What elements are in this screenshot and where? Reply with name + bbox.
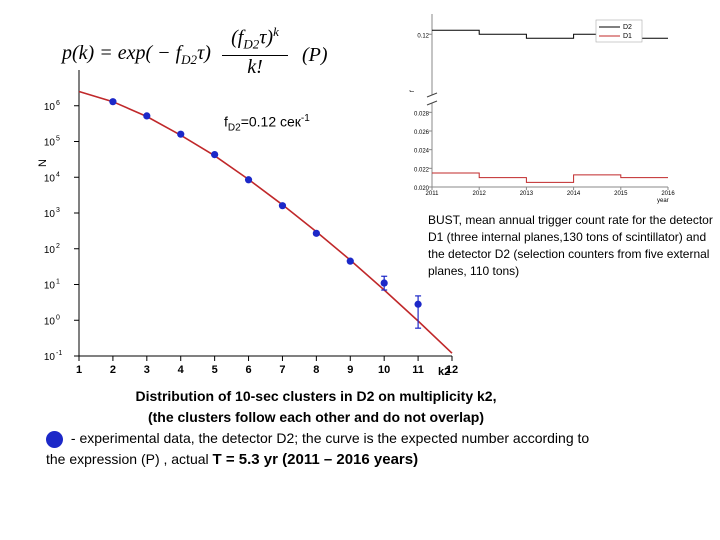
rate-label-sup: -1 xyxy=(300,113,310,124)
inset-x-tick-label: 2012 xyxy=(473,191,487,197)
x-axis-label: k2 xyxy=(438,366,450,378)
formula-label: (P) xyxy=(302,44,328,66)
formula-lhs-sub: D2 xyxy=(181,52,198,67)
caption-title-2: (the clusters follow each other and do n… xyxy=(147,409,485,425)
inset-y-tick-label: 0.020 xyxy=(414,186,430,192)
data-point xyxy=(143,112,151,120)
inset-x-tick-label: 2011 xyxy=(426,191,440,197)
inset-y-tick-label: 0.022 xyxy=(414,167,430,173)
y-tick-exponent: -1 xyxy=(56,350,62,357)
x-tick-label: 7 xyxy=(279,364,285,376)
y-tick-exponent: 0 xyxy=(56,314,60,321)
y-tick-exponent: 3 xyxy=(56,207,60,214)
caption-tau: T = 5.3 yr (2011 – 2016 years) xyxy=(212,451,419,468)
formula-num-sub: D2 xyxy=(243,36,260,52)
formula-num-exp: k xyxy=(273,24,279,39)
formula: p(k) = exp( − fD2τ) xyxy=(62,42,211,68)
data-point xyxy=(380,279,388,287)
x-tick-label: 1 xyxy=(76,364,82,376)
legend-d2-label: D2 xyxy=(623,24,632,31)
data-point xyxy=(346,257,354,265)
axis-break-mark xyxy=(426,92,438,98)
y-tick-exponent: 6 xyxy=(56,100,60,107)
series-d1-line xyxy=(432,172,668,183)
point-marker-icon xyxy=(46,430,63,448)
y-tick-label: 10 xyxy=(44,138,56,149)
caption-legend: - experimental data, the detector D2; th… xyxy=(46,428,606,470)
inset-y-tick-label: 0.024 xyxy=(414,149,430,155)
inset-y-tick-label: 0.12 xyxy=(417,33,429,39)
y-tick-label: 10 xyxy=(44,173,56,184)
formula-fraction: (fD2τ)k k! xyxy=(222,24,288,79)
rate-label-value: =0.12 сек xyxy=(240,113,301,130)
y-tick-exponent: 1 xyxy=(56,279,60,286)
inset-x-axis-label: year xyxy=(657,198,669,204)
inset-x-tick-label: 2013 xyxy=(520,191,534,197)
rate-label: fD2=0.12 сек-1 xyxy=(224,113,310,133)
x-tick-label: 11 xyxy=(412,364,424,376)
inset-y-tick-label: 0.028 xyxy=(414,111,430,117)
formula-lhs-tau: τ) xyxy=(197,42,211,64)
y-tick-exponent: 4 xyxy=(56,171,60,178)
inset-y-tick-label: 0.026 xyxy=(414,130,430,136)
figure-caption: Distribution of 10-sec clusters in D2 on… xyxy=(46,386,606,470)
data-point xyxy=(414,300,422,308)
x-tick-label: 3 xyxy=(144,364,150,376)
formula-num-tail: τ) xyxy=(259,26,274,49)
inset-y-axis-label: f xyxy=(410,90,416,92)
formula-den: k! xyxy=(247,55,263,78)
inset-x-tick-label: 2014 xyxy=(567,191,581,197)
formula-num: (f xyxy=(231,26,244,49)
data-point xyxy=(278,202,287,210)
y-tick-exponent: 5 xyxy=(56,136,60,143)
inset-legend-box xyxy=(595,19,643,43)
caption-title-1: Distribution of 10-sec clusters in D2 on… xyxy=(135,388,497,404)
caption-legend-text: - experimental data, the detector D2; th… xyxy=(46,430,590,467)
y-tick-label: 10 xyxy=(44,281,56,292)
inset-x-tick-label: 2016 xyxy=(661,191,675,197)
legend-d1-label: D1 xyxy=(623,33,632,40)
x-tick-label: 2 xyxy=(110,364,116,376)
formula-lhs: p(k) = exp( − f xyxy=(62,42,182,64)
series-d2-line xyxy=(432,29,668,39)
rate-label-sub: D2 xyxy=(227,122,241,134)
inset-x-tick-label: 2015 xyxy=(614,191,628,197)
x-tick-label: 12 xyxy=(446,364,458,376)
inset-chart-body: 0.12 0.020 0.022 0.024 0.026 0.028 f 2011 2012 20… xyxy=(410,14,675,204)
y-tick-label: 10 xyxy=(44,352,56,363)
inset-caption: BUST, mean annual trigger count rate for… xyxy=(428,213,713,278)
data-point xyxy=(177,130,185,138)
x-tick-label: 8 xyxy=(313,364,319,376)
data-point xyxy=(244,176,253,184)
y-tick-label: 10 xyxy=(44,102,56,113)
x-tick-label: 9 xyxy=(347,364,353,376)
y-tick-label: 10 xyxy=(44,316,56,327)
y-axis-label: N xyxy=(37,159,49,167)
data-point xyxy=(211,151,219,159)
y-tick-label: 10 xyxy=(44,245,56,256)
data-point xyxy=(109,98,117,106)
x-tick-label: 4 xyxy=(178,364,185,376)
x-tick-label: 5 xyxy=(212,364,218,376)
x-tick-label: 6 xyxy=(245,364,251,376)
x-tick-label: 10 xyxy=(378,364,390,376)
data-point xyxy=(312,229,320,237)
y-tick-label: 10 xyxy=(44,209,56,220)
y-tick-exponent: 2 xyxy=(56,243,60,250)
axis-break-mark xyxy=(426,100,438,106)
